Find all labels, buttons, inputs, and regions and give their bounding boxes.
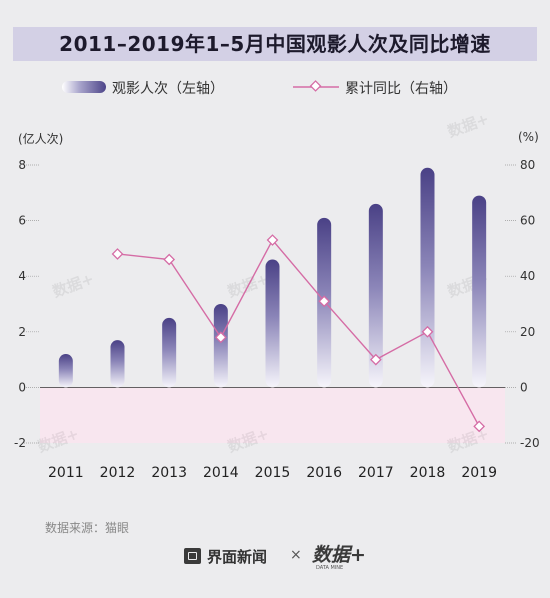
x-tick-label: 2011	[48, 465, 84, 481]
right-tick-label: -20	[520, 436, 540, 450]
x-tick-label: 2018	[410, 465, 446, 481]
legend-line-swatch	[293, 80, 339, 92]
bar-2015	[265, 259, 280, 388]
bar-2014	[213, 304, 228, 388]
left-axis-unit: (亿人次)	[18, 132, 64, 146]
jiemian-logo-icon	[184, 548, 201, 564]
legend-line-label: 累计同比（右轴）	[345, 81, 457, 97]
right-axis-unit: (%)	[518, 130, 539, 144]
legend-bar-label: 观影人次（左轴）	[112, 81, 224, 97]
line-point-2013	[163, 253, 176, 266]
source-note: 数据来源：猫眼	[45, 521, 130, 535]
brand-name: 界面新闻	[207, 548, 268, 566]
title-bar	[13, 27, 537, 61]
line-point-2012	[111, 248, 124, 260]
x-tick-label: 2015	[255, 465, 291, 481]
right-tick-label: 0	[520, 380, 528, 394]
bar-2013	[162, 317, 177, 388]
x-tick-label: 2019	[461, 465, 497, 481]
bar-2019	[472, 195, 487, 388]
x-tick-label: 2013	[151, 465, 187, 481]
right-tick-label: 20	[520, 325, 535, 339]
x-tick-label: 2016	[306, 465, 342, 481]
legend-bar-swatch	[62, 81, 106, 93]
x-tick-label: 2017	[358, 465, 394, 481]
brand-separator: ×	[290, 547, 302, 563]
bar-2017	[368, 203, 383, 388]
svg-text:DATA MINE: DATA MINE	[316, 565, 343, 571]
bar-2012	[110, 340, 125, 388]
line-point-2014	[214, 331, 227, 344]
legend: 观影人次（左轴） 累计同比（右轴）	[0, 77, 550, 99]
chart-title: 2011–2019年1–5月中国观影人次及同比增速	[59, 32, 491, 56]
left-tick-label: 6	[18, 214, 26, 228]
svg-text:数据+: 数据+	[312, 544, 366, 566]
line-point-2015	[266, 234, 279, 246]
left-tick-label: 8	[18, 158, 26, 172]
right-tick-label: 40	[520, 269, 535, 283]
x-tick-label: 2014	[203, 465, 239, 481]
left-tick-label: 0	[18, 380, 26, 394]
watermark-logo: 数据+	[445, 110, 491, 141]
left-tick-label: -2	[14, 436, 26, 450]
line-point-2018	[421, 325, 434, 338]
line-point-2019	[473, 420, 486, 433]
left-tick-label: 2	[18, 325, 26, 339]
line-point-2017	[369, 353, 382, 366]
negative-region-band	[40, 387, 505, 443]
line-point-2016	[318, 295, 331, 308]
watermark-logo: 数据+	[50, 270, 96, 301]
x-tick-label: 2012	[100, 465, 136, 481]
right-tick-label: 60	[520, 214, 535, 228]
bar-2018	[420, 167, 435, 388]
bar-2011	[58, 354, 73, 388]
yoy-growth-line	[117, 238, 480, 427]
left-tick-label: 4	[18, 269, 26, 283]
data-mine-logo: 数据+ DATA MINE	[312, 544, 366, 571]
footer: 界面新闻 × 数据+ DATA MINE	[0, 541, 550, 571]
right-tick-label: 80	[520, 158, 535, 172]
